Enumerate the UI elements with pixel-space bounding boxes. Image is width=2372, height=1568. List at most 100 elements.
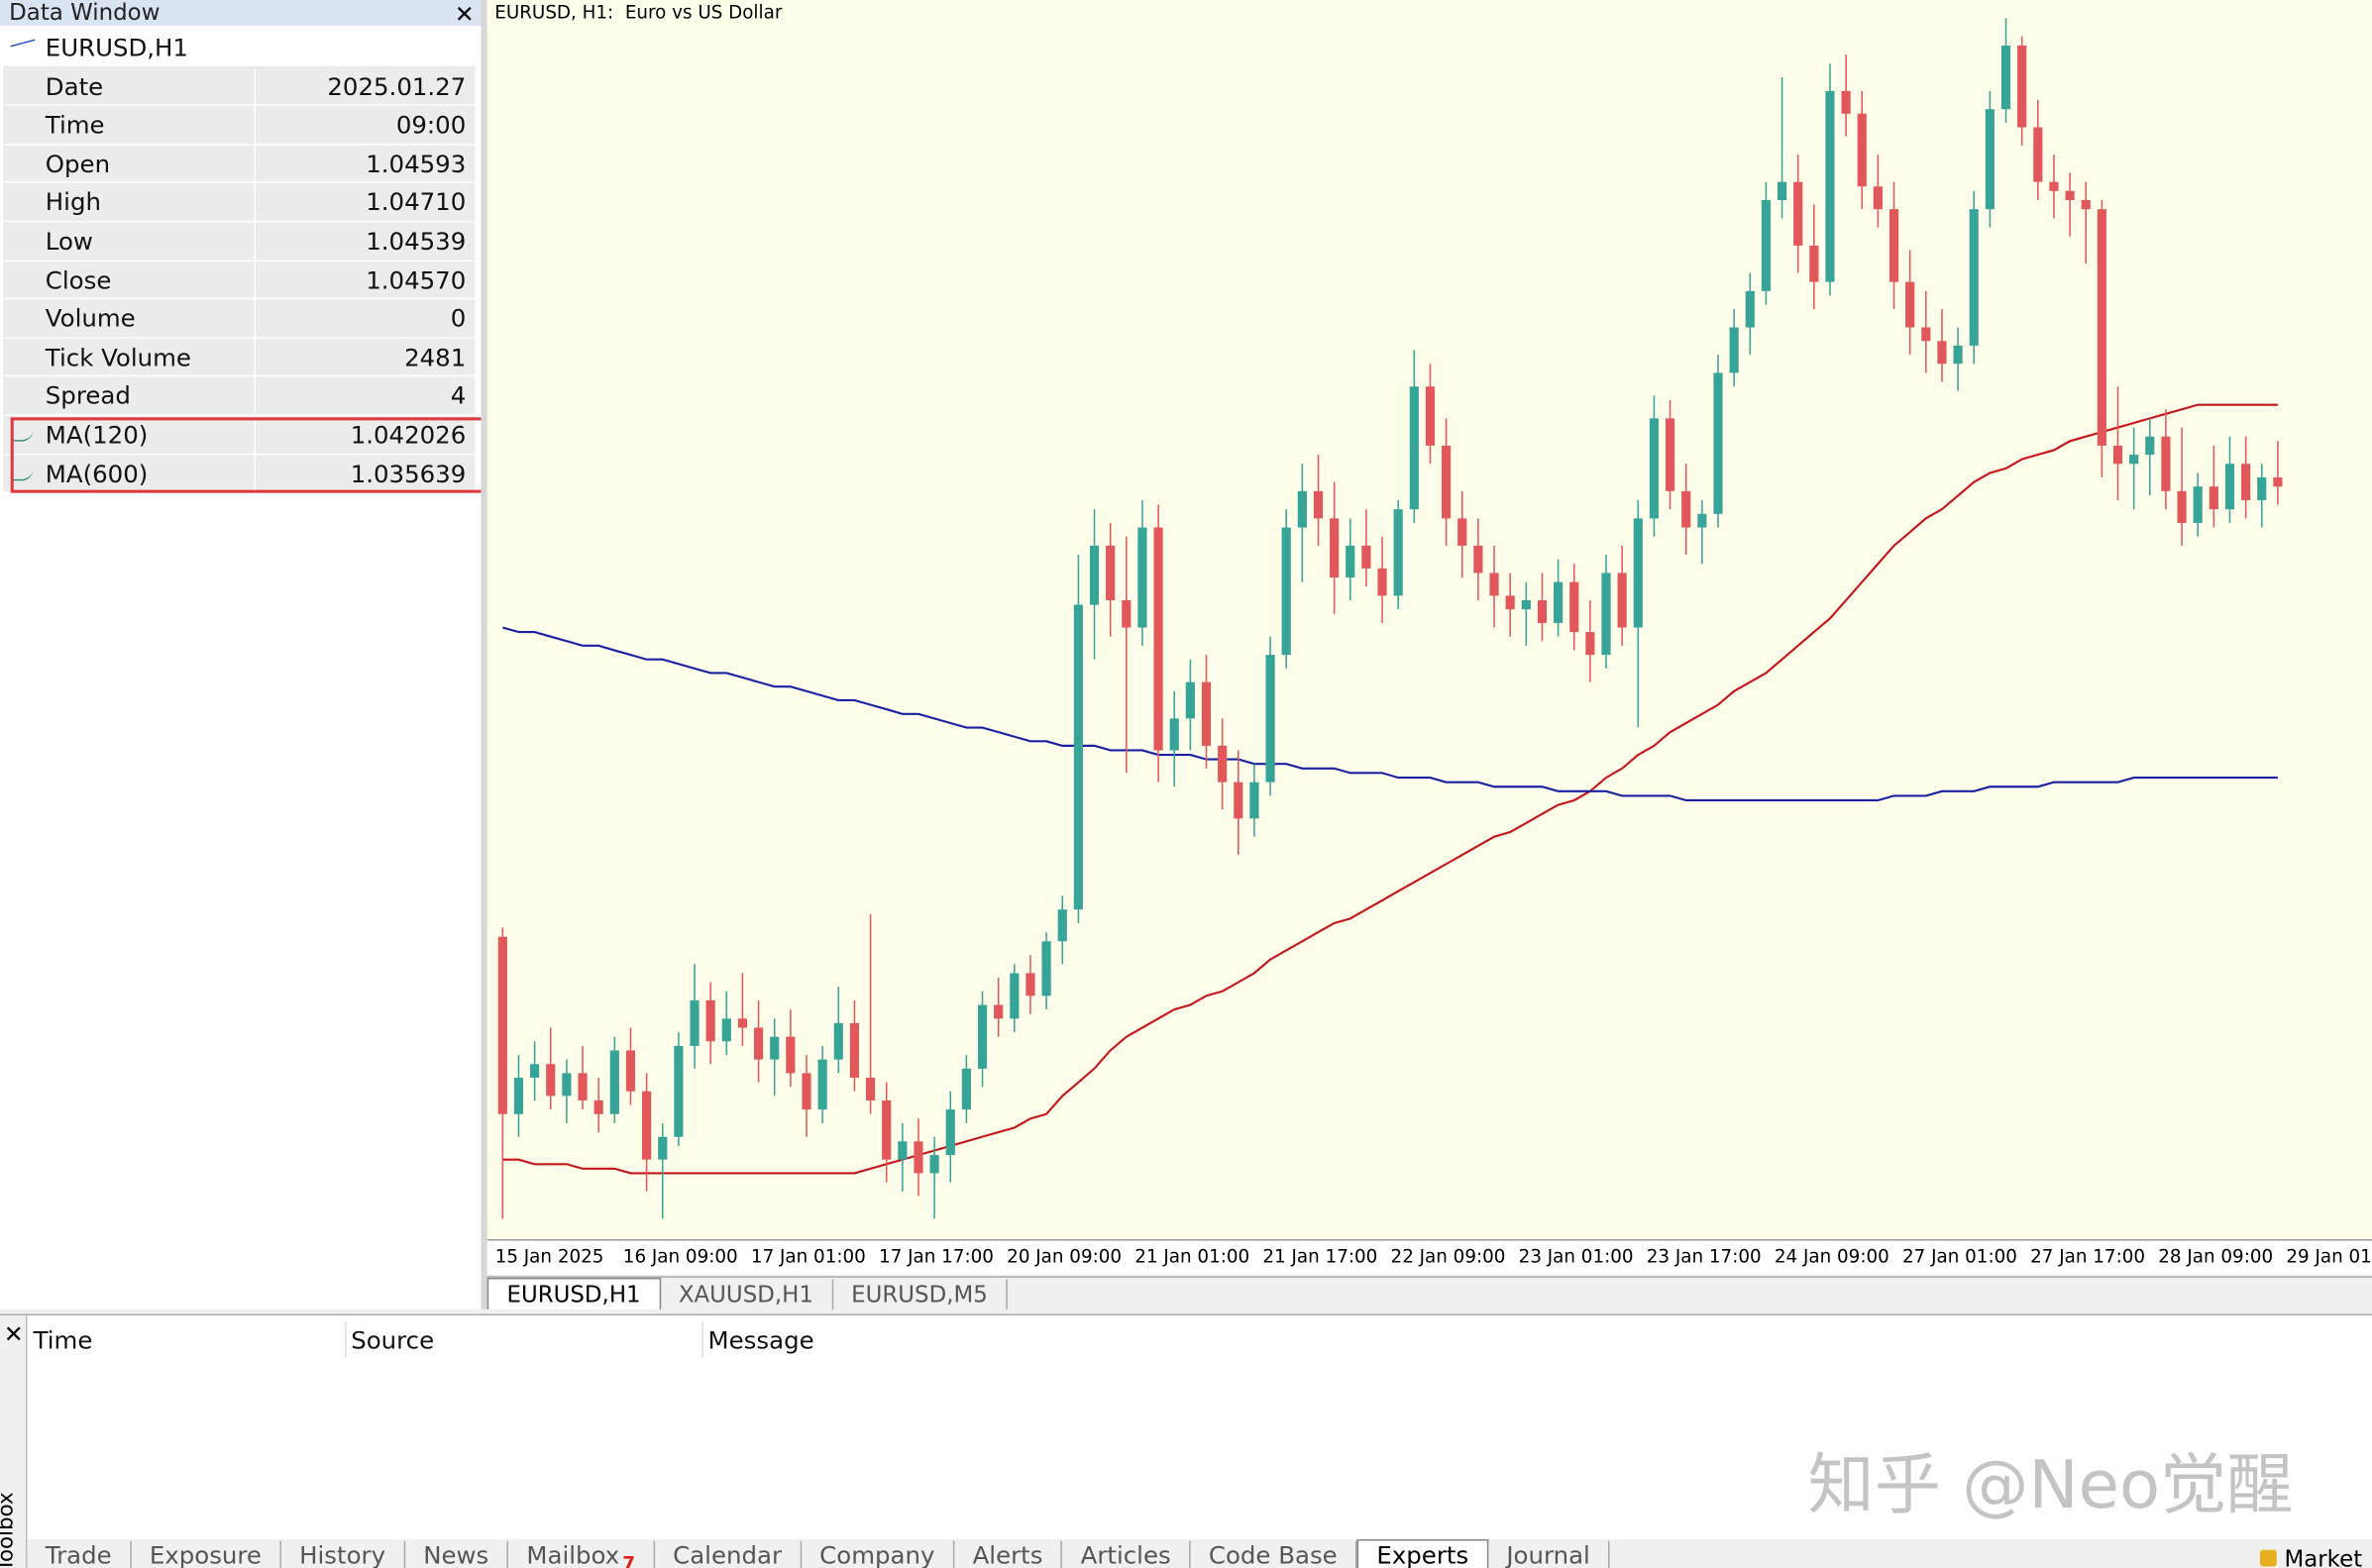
chart-tab[interactable]: EURUSD,M5 — [833, 1279, 1008, 1309]
chart-tab[interactable]: XAUUSD,H1 — [660, 1279, 833, 1309]
candle-body — [2033, 127, 2043, 182]
candle-body — [2177, 490, 2187, 523]
candle-body — [1873, 186, 1883, 210]
candle-body — [1937, 341, 1947, 365]
toolbox-tab[interactable]: Company — [802, 1540, 955, 1568]
data-row: Open 1.04593 — [3, 145, 476, 184]
candle-body — [2257, 477, 2267, 500]
cell-separator — [254, 145, 257, 182]
candle-body — [658, 1136, 668, 1160]
candle-body — [2081, 199, 2091, 210]
x-tick-label: 28 Jan 09:00 — [2158, 1247, 2273, 1268]
row-value: 4 — [450, 381, 467, 411]
candle-body — [929, 1155, 939, 1174]
candle-body — [1010, 973, 1020, 1019]
data-row: Spread 4 — [3, 376, 476, 416]
toolbox-tab[interactable]: Calendar — [655, 1540, 802, 1568]
candle-body — [1793, 181, 1803, 246]
chart-tab[interactable]: EURUSD,H1 — [486, 1277, 661, 1309]
data-window-titlebar: Data Window — [0, 0, 482, 26]
watermark: 知乎 @Neo觉醒 — [1807, 1446, 2294, 1524]
row-label: Date — [45, 71, 104, 101]
tab-label: Code Base — [1208, 1540, 1338, 1568]
candle-body — [898, 1141, 908, 1160]
toolbox-tab[interactable]: Experts — [1356, 1538, 1489, 1568]
close-button[interactable] — [6, 1326, 21, 1341]
row-label: Close — [45, 265, 112, 295]
time-axis — [486, 1239, 2372, 1275]
candle-body — [1313, 490, 1324, 519]
toolbox-tab[interactable]: History — [281, 1540, 405, 1568]
cell-separator — [254, 299, 257, 338]
toolbox-tab[interactable]: Alerts — [954, 1540, 1063, 1568]
tab-label: Articles — [1080, 1540, 1171, 1568]
candle-body — [770, 1036, 780, 1060]
candle-body — [1185, 681, 1195, 719]
toolbox-tab[interactable]: Exposure — [132, 1540, 281, 1568]
close-button[interactable] — [457, 6, 472, 21]
candle-body — [2097, 209, 2106, 446]
moving-average-line — [502, 403, 2278, 1175]
x-tick-label: 15 Jan 2025 — [495, 1247, 604, 1268]
candle-body — [1106, 545, 1116, 600]
candle-body — [1297, 490, 1307, 528]
candle-body — [1554, 581, 1563, 623]
tab-label: Experts — [1376, 1540, 1469, 1568]
candle-body — [1249, 782, 1259, 819]
candle-body — [593, 1099, 603, 1114]
candle-body — [642, 1091, 652, 1160]
toolbox-tab[interactable]: Trade — [27, 1540, 132, 1568]
candle-body — [1617, 573, 1627, 628]
toolbox-panel: Toolbox Time Source Message Trade Exposure H… — [0, 1313, 2372, 1568]
row-label: High — [45, 187, 101, 217]
cell-separator — [254, 415, 257, 454]
x-tick-label: 21 Jan 17:00 — [1262, 1247, 1377, 1268]
x-tick-label: 17 Jan 17:00 — [879, 1247, 994, 1268]
candle-body — [2129, 455, 2139, 465]
candle-body — [530, 1064, 540, 1079]
data-row: MA(120) 1.042026 — [3, 415, 476, 455]
candle-body — [674, 1045, 684, 1137]
column-separator — [345, 1321, 347, 1358]
market-button[interactable]: Market — [2260, 1545, 2362, 1568]
cell-separator — [254, 338, 257, 376]
row-value: 1.04710 — [366, 187, 467, 217]
candle-body — [737, 1018, 748, 1028]
cell-separator — [254, 183, 257, 221]
candle-body — [1713, 372, 1723, 514]
cell-separator — [254, 376, 257, 415]
row-label: Volume — [45, 304, 136, 334]
toolbox-tab[interactable]: News — [405, 1540, 509, 1568]
candle-body — [578, 1073, 588, 1100]
row-value: 2025.01.27 — [327, 71, 467, 101]
data-row: High 1.04710 — [3, 183, 476, 223]
candle-body — [977, 1004, 988, 1069]
candle-body — [1281, 527, 1291, 656]
candle-body — [1665, 418, 1675, 491]
candle-body — [1745, 290, 1755, 328]
row-label: Spread — [45, 381, 131, 411]
tab-label: History — [299, 1540, 386, 1568]
candle-body — [1729, 327, 1739, 373]
toolbox-title: Toolbox — [0, 1492, 19, 1568]
x-tick-label: 24 Jan 09:00 — [1775, 1247, 1889, 1268]
candle-body — [1601, 573, 1611, 656]
candle-body — [625, 1050, 636, 1092]
candle-body — [961, 1068, 971, 1110]
candle-body — [1681, 490, 1691, 528]
x-tick-label: 22 Jan 09:00 — [1391, 1247, 1506, 1268]
toolbox-tab[interactable]: Code Base — [1191, 1540, 1357, 1568]
moving-average-line — [502, 626, 2278, 802]
candle-body — [1569, 581, 1579, 633]
row-value: 1.04593 — [366, 149, 467, 178]
x-tick-label: 27 Jan 01:00 — [1902, 1247, 2017, 1268]
toolbox-tab[interactable]: Mailbox 7 — [508, 1540, 655, 1568]
toolbox-tab[interactable]: Articles — [1062, 1540, 1191, 1568]
x-tick-label: 23 Jan 17:00 — [1647, 1247, 1762, 1268]
candle-body — [882, 1099, 892, 1160]
candle-body — [1969, 209, 1979, 346]
candle-body — [2193, 486, 2203, 523]
toolbox-tab[interactable]: Journal — [1488, 1540, 1610, 1568]
candle-body — [1346, 545, 1355, 578]
